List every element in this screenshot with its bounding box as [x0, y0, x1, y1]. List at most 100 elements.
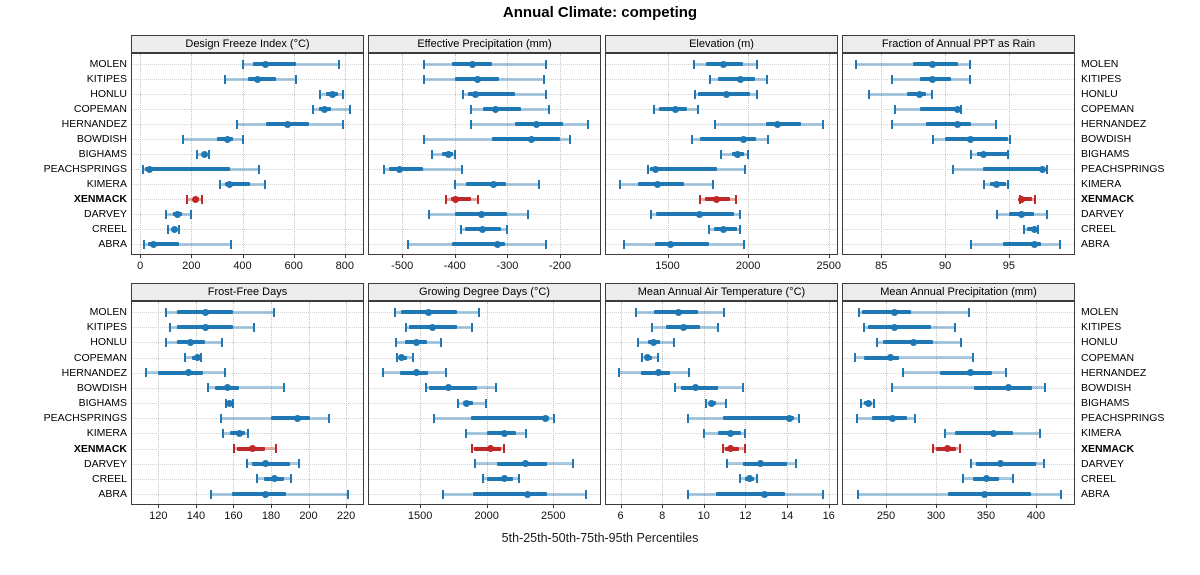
- percentile-box-25-75: [983, 167, 1045, 171]
- site-label-right: KIMERA: [1081, 178, 1122, 190]
- axis-tick: [486, 504, 488, 508]
- gridline-horizontal: [132, 64, 363, 65]
- median-dot: [954, 120, 962, 128]
- whisker-cap-5th: [722, 444, 724, 453]
- site-label-right: BOWDISH: [1081, 133, 1132, 145]
- axis-tick-label: 120: [149, 510, 168, 522]
- percentile-box-25-75: [717, 77, 755, 81]
- gridline-horizontal: [132, 327, 363, 329]
- median-dot: [223, 135, 231, 143]
- whisker-cap-5th: [705, 398, 708, 408]
- percentile-box-25-75: [158, 370, 204, 375]
- whisker-cap-5th: [738, 474, 741, 484]
- whisker-cap-95th: [723, 307, 726, 317]
- whisker-cap-95th: [735, 194, 738, 204]
- median-dot: [490, 180, 498, 188]
- percentile-box-25-75: [940, 370, 992, 375]
- axis-tick-label: 85: [875, 260, 888, 272]
- site-label-right: XENMACK: [1081, 442, 1135, 455]
- axis-tick-label: 0: [137, 260, 144, 272]
- median-dot: [145, 165, 153, 173]
- median-dot: [989, 429, 997, 437]
- whisker-cap-95th: [711, 179, 714, 189]
- median-dot: [916, 90, 924, 98]
- median-dot: [996, 460, 1004, 468]
- median-dot: [886, 354, 894, 361]
- whisker-cap-5th: [901, 368, 904, 378]
- whisker-cap-5th: [181, 134, 184, 144]
- whisker-cap-95th: [587, 119, 590, 129]
- whisker-cap-5th: [855, 59, 858, 69]
- percentile-band-5-95: [891, 386, 1045, 390]
- gridline-horizontal: [369, 478, 600, 480]
- axis-tick: [620, 504, 622, 508]
- whisker-cap-5th: [144, 368, 147, 378]
- percentile-box-25-75: [656, 212, 735, 216]
- whisker-cap-95th: [264, 179, 266, 189]
- percentile-band-5-95: [868, 92, 933, 96]
- median-dot: [397, 354, 405, 361]
- whisker-cap-5th: [456, 398, 459, 408]
- percentile-box-25-75: [1002, 242, 1041, 246]
- gridline-horizontal: [369, 372, 600, 374]
- gridline-horizontal: [843, 478, 1074, 480]
- whisker-cap-95th: [1045, 164, 1048, 174]
- median-dot: [201, 323, 209, 331]
- axis-tick-label: 6: [617, 510, 624, 522]
- gridline-horizontal: [132, 199, 363, 200]
- whisker-cap-5th: [653, 104, 656, 114]
- whisker-cap-5th: [454, 179, 457, 189]
- axis-tick: [1036, 504, 1037, 508]
- whisker-cap-5th: [235, 119, 238, 129]
- whisker-cap-5th: [470, 104, 473, 114]
- whisker-cap-95th: [542, 74, 545, 84]
- site-label-left: BOWDISH: [76, 381, 127, 394]
- gridline-horizontal: [606, 478, 837, 480]
- whisker-cap-95th: [327, 413, 330, 423]
- whisker-cap-95th: [756, 59, 759, 69]
- median-dot: [494, 240, 502, 248]
- whisker-cap-95th: [1058, 239, 1061, 249]
- whisker-cap-95th: [687, 368, 690, 378]
- percentile-box-25-75: [722, 416, 795, 421]
- median-dot: [200, 150, 208, 158]
- axis-tick: [507, 254, 509, 258]
- whisker-cap-5th: [970, 239, 973, 249]
- median-dot: [1030, 240, 1038, 248]
- panel-body-fraction-of-annual-ppt-as-rain: [842, 53, 1075, 255]
- median-dot: [261, 460, 269, 468]
- gridline-horizontal: [843, 229, 1074, 230]
- whisker-cap-5th: [422, 134, 425, 144]
- axis-tick: [454, 254, 456, 258]
- whisker-cap-5th: [232, 444, 235, 453]
- site-label-right: PEACHSPRINGS: [1081, 163, 1165, 175]
- median-dot: [412, 369, 420, 377]
- whisker-cap-5th: [445, 194, 448, 204]
- percentile-box-25-75: [466, 182, 506, 186]
- axis-tick-label: -400: [443, 260, 466, 272]
- axis-tick: [402, 254, 404, 258]
- gridline-horizontal: [132, 94, 363, 95]
- whisker-cap-95th: [505, 224, 508, 234]
- median-dot: [226, 399, 234, 407]
- gridline-horizontal: [606, 448, 837, 450]
- gridline-horizontal: [132, 403, 363, 404]
- median-dot: [696, 210, 704, 218]
- percentile-box-25-75: [976, 461, 1036, 466]
- whisker-cap-5th: [982, 179, 985, 189]
- percentile-box-25-75: [868, 325, 931, 330]
- site-label-right: KITIPES: [1081, 321, 1122, 334]
- whisker-cap-95th: [189, 209, 192, 219]
- percentile-box-25-75: [977, 152, 1008, 156]
- median-dot: [785, 414, 793, 422]
- whisker-cap-5th: [394, 307, 397, 317]
- gridline-horizontal: [369, 327, 600, 329]
- site-label-left: KITIPES: [86, 321, 127, 334]
- whisker-cap-5th: [622, 239, 625, 249]
- median-dot: [428, 323, 436, 331]
- percentile-box-25-75: [467, 92, 516, 96]
- percentile-box-25-75: [252, 62, 297, 66]
- whisker-cap-95th: [673, 337, 676, 347]
- whisker-cap-95th: [1034, 194, 1037, 204]
- median-dot: [727, 445, 735, 452]
